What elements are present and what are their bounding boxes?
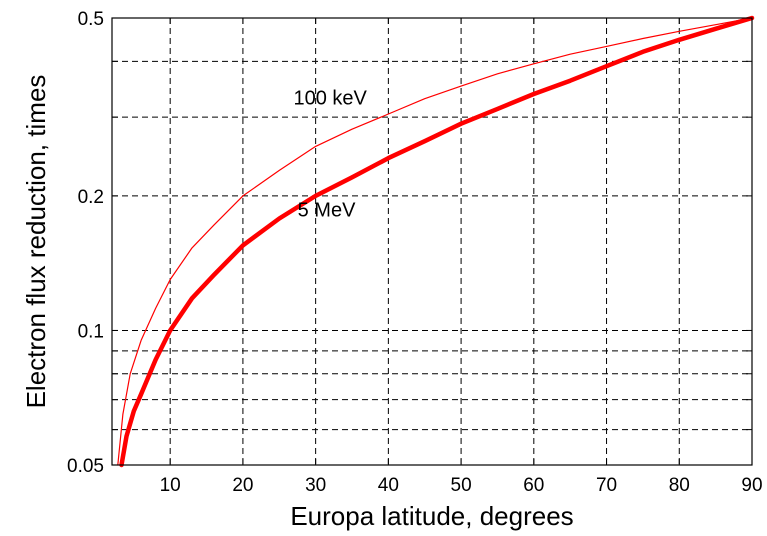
x-tick-label: 40 (378, 475, 399, 496)
annotations: 100 keV 5 MeV (293, 88, 367, 222)
x-tick-label: 60 (523, 475, 544, 496)
tick-labels: 10 20 30 40 50 60 70 80 90 0.05 0.1 0.2 0.5 (67, 9, 763, 496)
y-tick-label: 0.2 (78, 187, 104, 208)
x-tick-label: 80 (669, 475, 690, 496)
y-tick-label: 0.1 (78, 321, 104, 342)
y-tick-label: 0.05 (67, 456, 104, 477)
x-tick-label: 70 (596, 475, 617, 496)
series-lines (117, 15, 755, 468)
x-tick-label: 30 (305, 475, 326, 496)
x-tick-label: 10 (160, 475, 181, 496)
x-tick-label: 90 (741, 475, 762, 496)
y-tick-label: 0.5 (78, 9, 104, 30)
x-axis-title: Europa latitude, degrees (290, 501, 573, 531)
axis-ticks (112, 17, 753, 466)
x-tick-label: 20 (232, 475, 253, 496)
series-annotation: 5 MeV (298, 199, 356, 221)
x-tick-label: 50 (451, 475, 472, 496)
plot-frame (111, 17, 753, 466)
series-line-100-kev (117, 17, 753, 466)
series-line-5-mev (119, 15, 755, 468)
y-axis-title: Electron flux reduction, times (21, 75, 51, 409)
series-annotation: 100 keV (293, 88, 367, 110)
